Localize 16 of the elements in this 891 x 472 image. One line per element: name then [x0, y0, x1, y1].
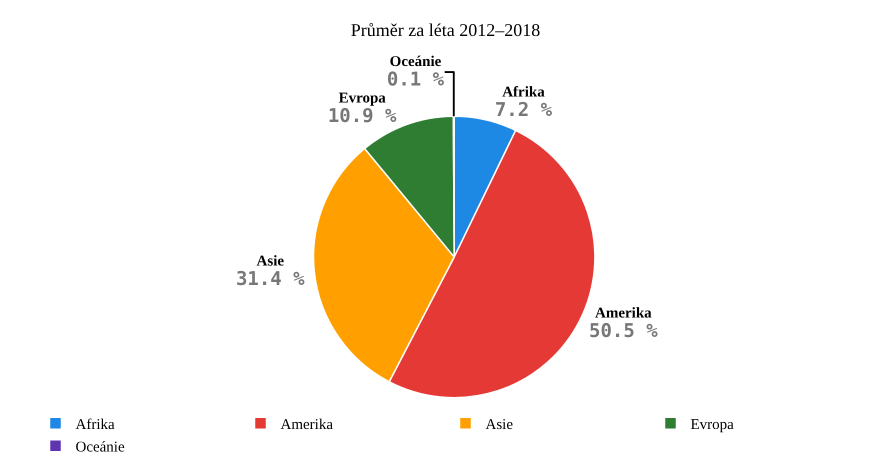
legend-label: Oceánie [76, 440, 125, 456]
chart-title: Průměr za léta 2012–2018 [350, 20, 540, 40]
data-label: 50.5 % [589, 320, 658, 342]
slice-label: Amerika [595, 306, 652, 322]
data-label: 0.1 % [386, 68, 445, 90]
legend-label: Evropa [690, 417, 734, 434]
legend-label: Afrika [76, 417, 115, 434]
data-label: 10.9 % [328, 104, 398, 127]
slice-label: Asie [256, 254, 284, 270]
data-label: 7.2 % [494, 98, 553, 121]
slice-label: Evropa [338, 90, 386, 106]
data-label: 31.4 % [236, 268, 306, 290]
legend-label: Amerika [280, 417, 334, 434]
slice-label: Afrika [502, 84, 546, 100]
slice-label: Oceánie [390, 54, 442, 70]
legend-label: Asie [486, 417, 514, 434]
